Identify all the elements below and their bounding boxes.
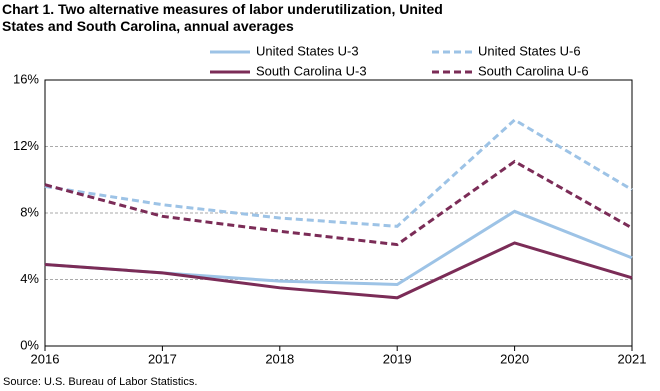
series-line xyxy=(44,209,633,286)
y-tick-label: 8% xyxy=(20,204,39,219)
legend-label: United States U-6 xyxy=(478,43,581,58)
legend-label: South Carolina U-6 xyxy=(478,63,589,78)
plot-frame xyxy=(44,79,633,347)
series-line xyxy=(44,241,633,300)
series-line xyxy=(44,159,633,247)
x-tick-label: 2018 xyxy=(265,351,294,366)
source: Source: U.S. Bureau of Labor Statistics. xyxy=(3,376,197,388)
x-tick-label: 2020 xyxy=(500,351,529,366)
chart-title: Chart 1. Two alternative measures of lab… xyxy=(2,1,443,34)
x-tick-label: 2019 xyxy=(383,351,412,366)
series-line xyxy=(44,118,633,228)
legend-label: United States U-3 xyxy=(256,43,359,58)
legend-label: South Carolina U-3 xyxy=(256,63,367,78)
y-tick-label: 16% xyxy=(13,71,39,86)
y-tick-label: 4% xyxy=(20,271,39,286)
y-tick-label: 0% xyxy=(20,337,39,352)
x-tick-label: 2021 xyxy=(618,351,647,366)
x-tick-label: 2017 xyxy=(148,351,177,366)
y-tick-label: 12% xyxy=(13,138,39,153)
x-tick-label: 2016 xyxy=(31,351,60,366)
